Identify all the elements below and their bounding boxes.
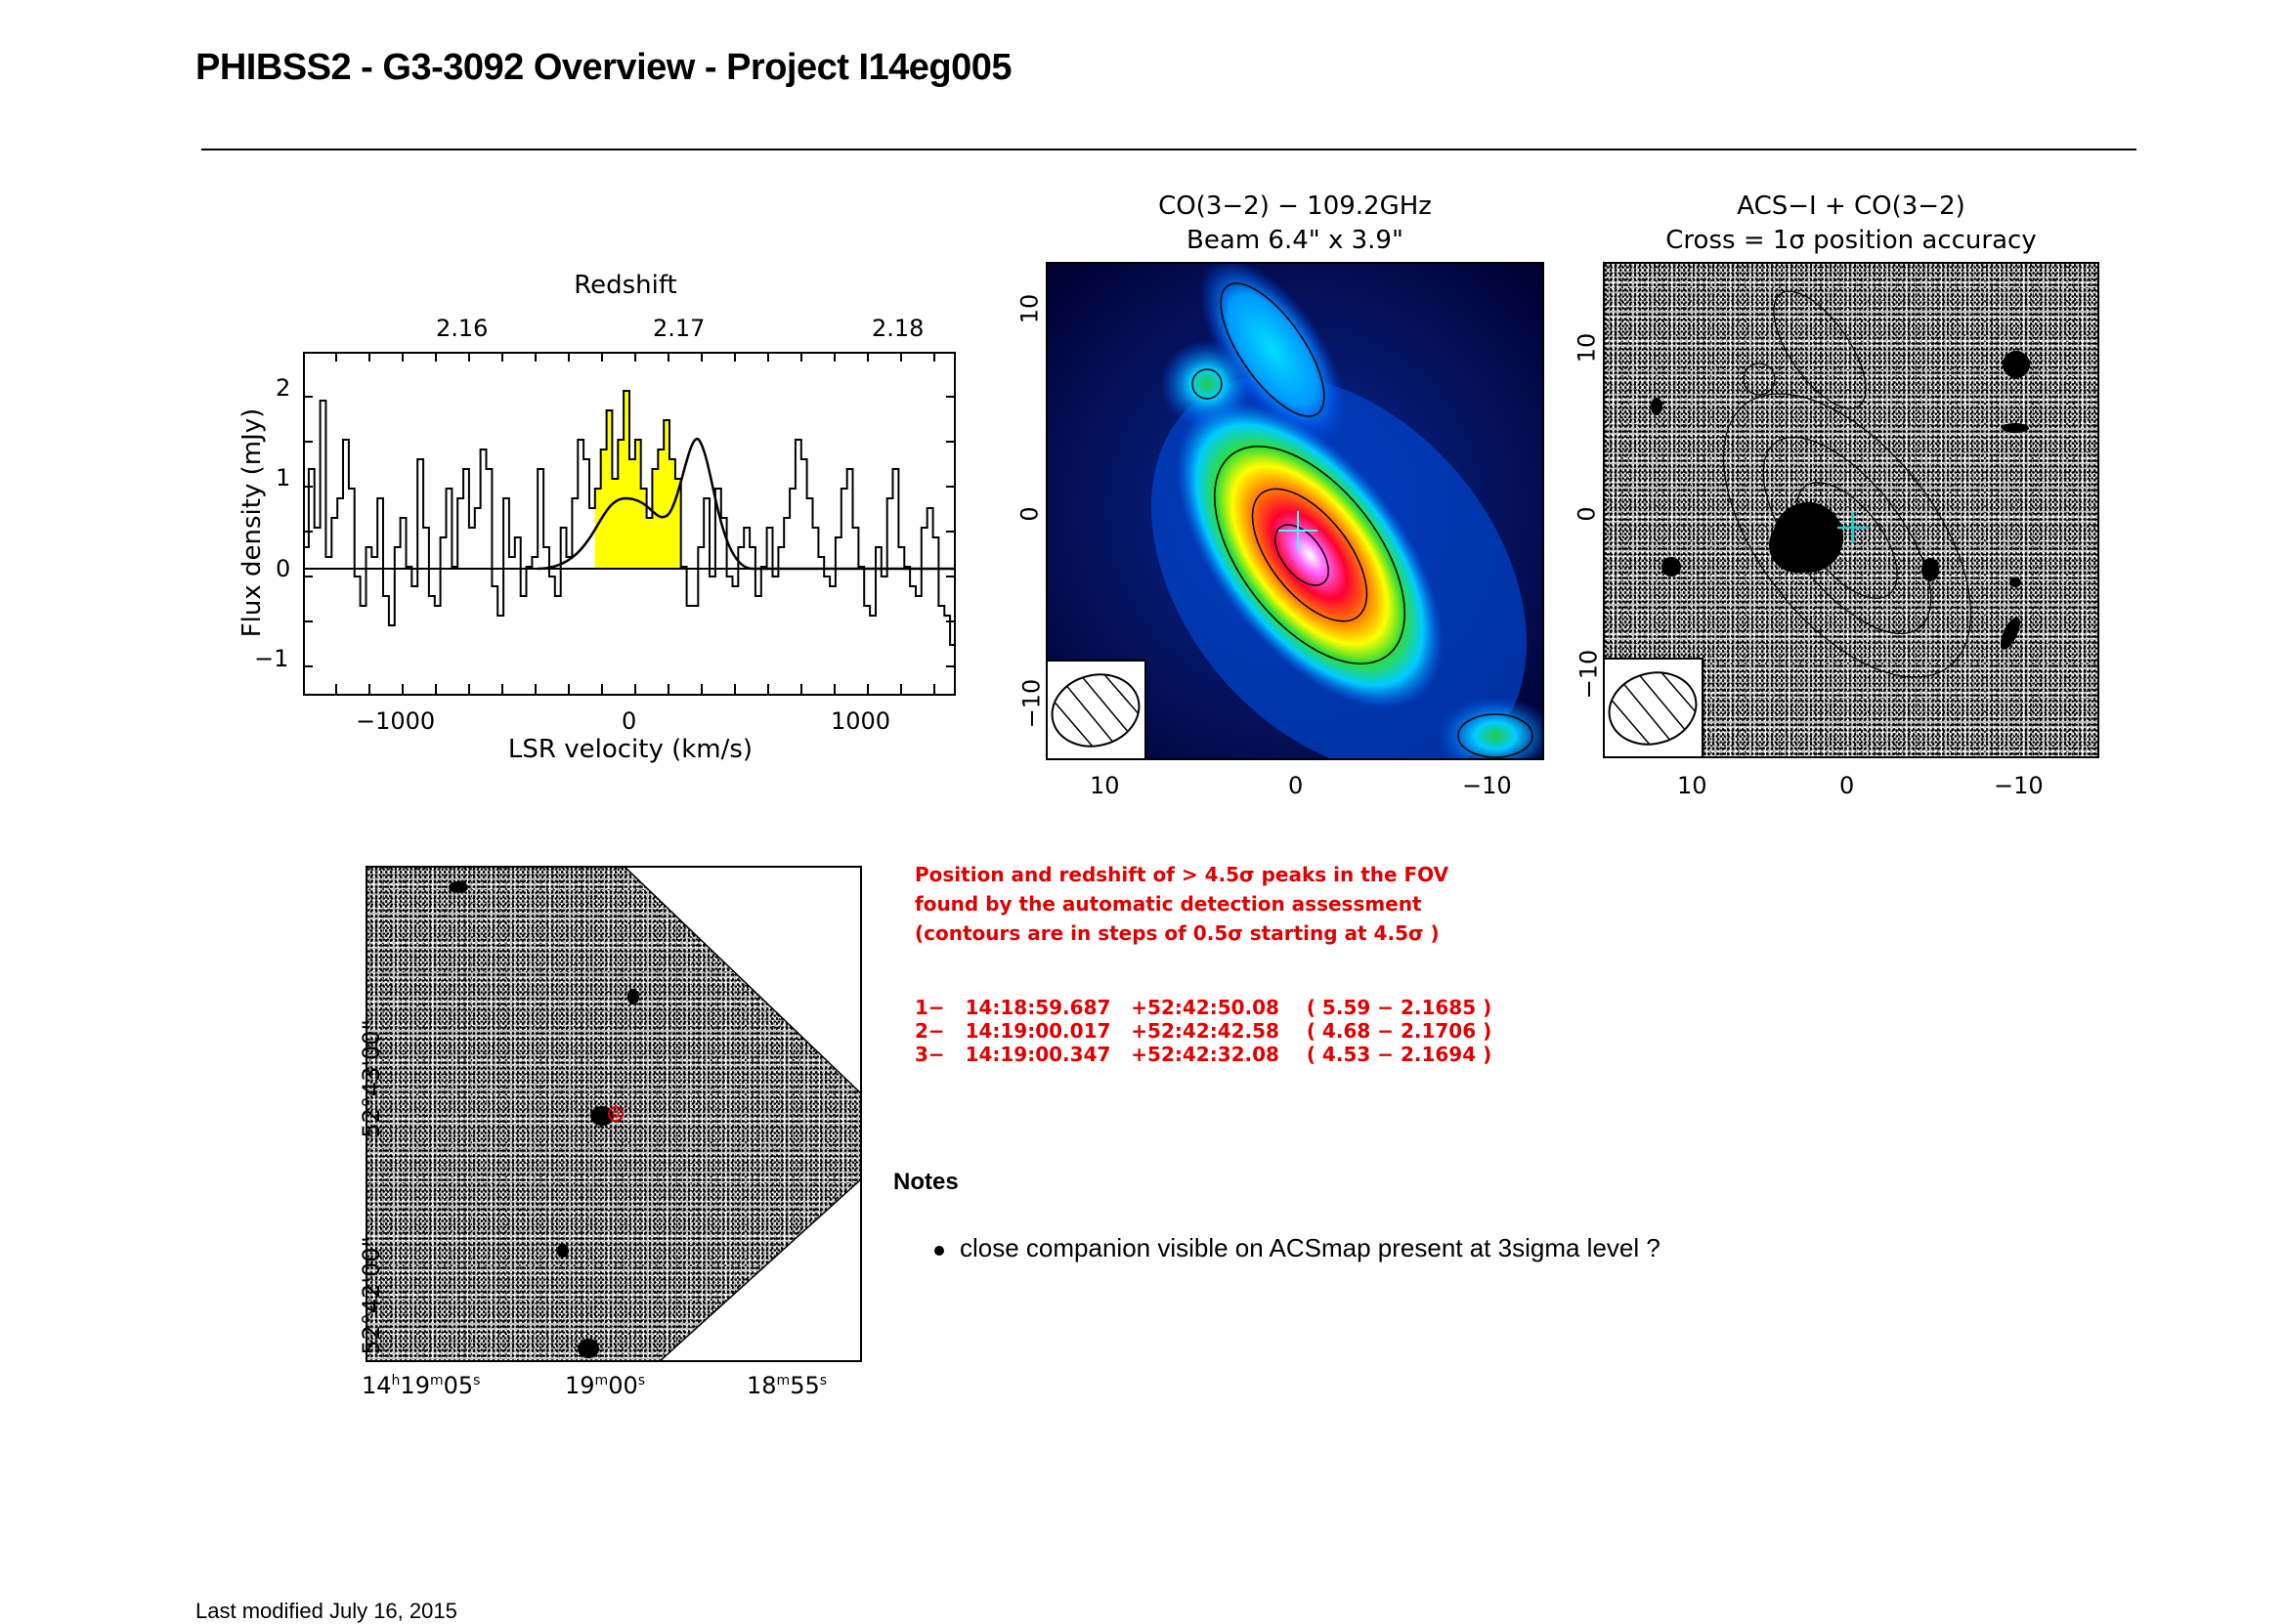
line-highlight	[594, 391, 693, 569]
co-emission	[1176, 401, 1444, 709]
spectrum-plot	[303, 352, 956, 696]
spectrum-xlabel: LSR velocity (km/s)	[507, 735, 754, 764]
acs-map-title-2: Cross = 1σ position accuracy	[1665, 226, 2037, 255]
redshift-tick: 2.16	[436, 315, 489, 342]
field-y-tick: 52°42'00"	[358, 1236, 385, 1355]
co-map-frame	[1046, 262, 1544, 760]
y-tick: 0	[276, 555, 291, 582]
field-x-tick: 14h19m05s	[362, 1372, 481, 1399]
co-map	[1046, 262, 1544, 760]
y-tick: 2	[276, 374, 291, 402]
acs-x-tick: 0	[1839, 772, 1855, 799]
acs-x-tick: −10	[1994, 772, 2044, 799]
spectrum-histogram	[303, 390, 956, 646]
co-y-tick: 0	[1015, 506, 1044, 522]
detection-intro-3: (contours are in steps of 0.5σ starting …	[915, 921, 1440, 945]
co-x-tick: 0	[1288, 772, 1304, 799]
page-title: PHIBSS2 - G3-3092 Overview - Project I14…	[195, 47, 1013, 88]
position-cross	[1278, 511, 1317, 550]
field-x-tick: 18m55s	[747, 1372, 828, 1399]
detection-marker	[608, 1106, 624, 1122]
peak-row: 2− 14:19:00.017 +52:42:42.58 ( 4.68 − 2.…	[915, 1019, 1492, 1043]
acs-position-cross	[1837, 512, 1869, 543]
acs-y-tick: −10	[1574, 649, 1603, 700]
bullet-icon	[934, 1246, 944, 1256]
footer-last-modified: Last modified July 16, 2015	[195, 1599, 457, 1623]
acs-x-tick: 10	[1677, 772, 1707, 799]
note-item: close companion visible on ACSmap presen…	[960, 1233, 1661, 1262]
y-tick: −1	[254, 645, 289, 672]
field-overlay	[366, 866, 862, 1362]
spectrum-ylabel: Flux density (mJy)	[237, 407, 267, 638]
field-x-tick: 19m00s	[565, 1372, 646, 1399]
acs-y-tick: 10	[1573, 332, 1601, 363]
peak-row: 3− 14:19:00.347 +52:42:32.08 ( 4.53 − 2.…	[915, 1043, 1492, 1066]
x-tick: −1000	[356, 707, 436, 735]
spectrum-top-axis-label: Redshift	[574, 271, 677, 300]
x-tick: 0	[622, 707, 637, 735]
field-y-tick: 52°43'00"	[358, 1019, 385, 1138]
co-x-tick: −10	[1462, 772, 1512, 799]
y-tick: 1	[276, 464, 291, 491]
redshift-tick: 2.17	[653, 315, 706, 342]
redshift-tick: 2.18	[872, 315, 925, 342]
acs-map-title-1: ACS−I + CO(3−2)	[1737, 192, 1965, 221]
notes-heading: Notes	[893, 1169, 959, 1195]
x-tick: 1000	[831, 707, 891, 735]
acs-overlay	[1603, 262, 2099, 758]
co-map-title-2: Beam 6.4" x 3.9"	[1186, 226, 1403, 255]
title-divider	[201, 149, 2136, 150]
field-map-frame	[366, 866, 862, 1362]
co-y-tick: 10	[1015, 293, 1044, 324]
co-contours	[1722, 290, 1972, 678]
detection-intro-1: Position and redshift of > 4.5σ peaks in…	[915, 863, 1449, 886]
gaussian-fit	[537, 438, 956, 571]
detection-intro-2: found by the automatic detection assessm…	[915, 892, 1422, 916]
beam-ellipse	[1051, 673, 1141, 748]
co-map-title-1: CO(3−2) − 109.2GHz	[1158, 192, 1432, 221]
peak-row: 1− 14:18:59.687 +52:42:50.08 ( 5.59 − 2.…	[915, 996, 1492, 1019]
acs-y-tick: 0	[1573, 506, 1601, 522]
acs-beam-ellipse	[1608, 671, 1698, 746]
co-x-tick: 10	[1090, 772, 1120, 799]
co-y-tick: −10	[1017, 678, 1046, 729]
